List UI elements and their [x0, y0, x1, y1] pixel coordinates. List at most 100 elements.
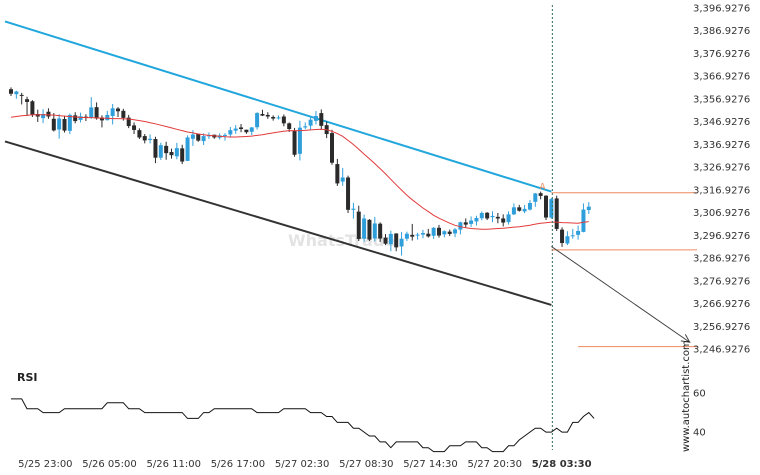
candle [126, 114, 131, 129]
candle [340, 167, 345, 186]
candle [281, 114, 286, 127]
candle [431, 227, 436, 239]
candle [89, 97, 94, 119]
candle [313, 111, 318, 125]
candle [30, 100, 35, 117]
candle [73, 112, 78, 124]
price-tick-label: 3,246.9276 [693, 345, 750, 356]
candle-body [506, 214, 511, 223]
candle [415, 232, 420, 240]
candle-body [420, 233, 425, 235]
candle [549, 197, 554, 219]
candle-body [415, 234, 420, 236]
candle-body [383, 237, 388, 244]
candle-body [453, 229, 458, 234]
candle-body [297, 127, 302, 154]
candle [581, 203, 586, 233]
candle [533, 192, 538, 207]
candle-body [185, 137, 190, 161]
time-tick-label: 5/27 02:30 [275, 459, 329, 470]
candle [378, 222, 383, 242]
candle-body [265, 114, 270, 117]
candle [110, 103, 115, 125]
candle-body [511, 207, 516, 215]
time-tick-label: 5/27 20:30 [468, 459, 522, 470]
candle [239, 124, 244, 133]
price-tick-label: 3,386.9276 [693, 26, 750, 37]
candle-body [57, 118, 62, 130]
candle-body [330, 133, 334, 163]
price-tick-label: 3,276.9276 [693, 276, 750, 287]
candle-body [303, 126, 308, 128]
candle [586, 202, 591, 214]
candle [153, 136, 158, 164]
candle [196, 133, 201, 142]
price-tick-label: 3,286.9276 [693, 254, 750, 265]
candle [367, 219, 372, 241]
candle [35, 109, 40, 122]
candle [180, 144, 185, 165]
price-tick-label: 3,326.9276 [693, 163, 750, 174]
candle-body [313, 116, 318, 121]
candle-body [201, 136, 206, 142]
candle-body [121, 110, 126, 118]
candle [506, 211, 511, 225]
candle [517, 204, 522, 212]
candle-body [14, 91, 19, 95]
candle [410, 223, 415, 241]
candle [356, 205, 361, 241]
candle [9, 87, 13, 97]
candle [137, 128, 142, 140]
price-tick-label: 3,376.9276 [693, 49, 750, 60]
candle-body [431, 227, 436, 236]
candle-body [372, 223, 377, 239]
candle-body [148, 138, 153, 140]
candle [394, 233, 399, 252]
candle [554, 195, 559, 231]
candle-body [560, 229, 565, 244]
candle [276, 115, 281, 120]
price-tick-label: 3,316.9276 [693, 185, 750, 196]
price-tick-label: 3,366.9276 [693, 72, 750, 83]
candle-body [126, 117, 131, 127]
candle [41, 109, 46, 124]
candle-body [533, 193, 538, 202]
candle-body [362, 218, 367, 239]
candle-body [495, 216, 500, 219]
candle [255, 112, 260, 130]
candle-body [110, 108, 115, 117]
candle-body [78, 116, 83, 120]
candle [164, 141, 169, 160]
candle [14, 90, 19, 99]
candle-body [99, 117, 104, 121]
candle-body [9, 89, 13, 94]
candle-body [67, 114, 72, 131]
price-tick-label: 3,306.9276 [693, 208, 750, 219]
candle-body [116, 108, 120, 112]
candle-body [474, 218, 479, 222]
candle-body [228, 130, 233, 135]
rsi-tick-label: 60 [693, 389, 706, 400]
moving-average-line [10, 114, 589, 230]
candle-body [94, 107, 99, 119]
candle [511, 203, 516, 216]
candle-body [158, 145, 163, 158]
candle-body [378, 223, 383, 239]
candle [142, 134, 147, 144]
candle [372, 216, 377, 242]
candle-body [287, 123, 292, 130]
candle [399, 231, 404, 256]
candle [560, 227, 565, 247]
candle [292, 127, 297, 157]
candle [249, 126, 254, 136]
candle-body [469, 220, 474, 224]
candle-body [46, 111, 51, 117]
candle-body [501, 218, 506, 223]
candle [490, 211, 495, 223]
candle [463, 218, 468, 228]
candle [351, 202, 356, 219]
candle-body [576, 230, 581, 235]
candle [442, 230, 447, 238]
candle-body [233, 128, 238, 131]
candle-body [174, 148, 179, 157]
